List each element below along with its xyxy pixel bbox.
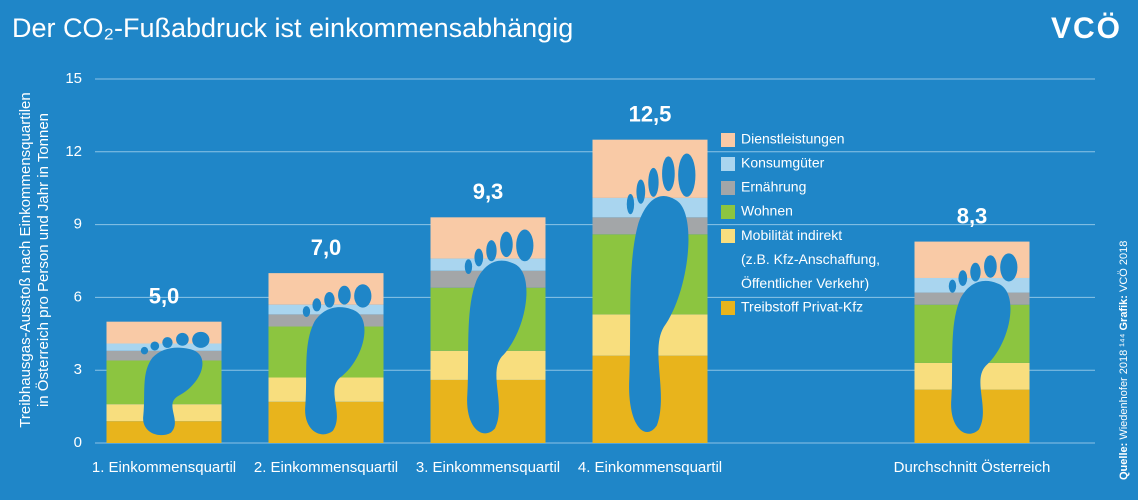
legend-label: Ernährung bbox=[741, 179, 806, 195]
legend-swatch bbox=[721, 229, 735, 243]
y-tick-label: 15 bbox=[65, 70, 82, 87]
footprint-toe bbox=[486, 240, 497, 262]
y-axis-label-line: in Österreich pro Person und Jahr in Ton… bbox=[34, 113, 52, 407]
y-tick-label: 9 bbox=[74, 216, 82, 233]
footprint-toe bbox=[192, 331, 210, 348]
footprint-toe bbox=[354, 284, 372, 308]
footprint bbox=[464, 229, 534, 434]
footprint-toe bbox=[984, 255, 997, 278]
footprint-sole bbox=[467, 260, 527, 434]
footprint-toe bbox=[464, 259, 473, 275]
legend-swatch bbox=[721, 133, 735, 147]
footprint-toe bbox=[176, 332, 189, 346]
footprint-toe bbox=[648, 167, 659, 197]
footprint-toe bbox=[516, 229, 534, 262]
y-tick-label: 12 bbox=[65, 143, 82, 160]
x-tick-label: Durchschnitt Österreich bbox=[894, 458, 1051, 476]
footprint bbox=[626, 153, 696, 433]
source-text: Wiedenhofer 2018 ¹⁴⁴ bbox=[1118, 331, 1130, 443]
source-label: Quelle: bbox=[1118, 443, 1130, 480]
y-tick-label: 3 bbox=[74, 361, 82, 378]
footprint-toe bbox=[1000, 253, 1018, 282]
footprint-sole bbox=[629, 195, 689, 433]
legend-label: Mobilität indirekt (z.B. Kfz-Anschaffung,… bbox=[741, 227, 880, 291]
footprint bbox=[140, 331, 210, 436]
y-tick-label: 0 bbox=[74, 434, 82, 451]
footprint-toe bbox=[970, 262, 981, 282]
footprint bbox=[302, 284, 372, 435]
footprint-toe bbox=[162, 337, 173, 348]
footprint-toe bbox=[338, 285, 351, 305]
footprint-toe bbox=[662, 156, 675, 192]
legend-label: Wohnen bbox=[741, 203, 793, 219]
footprint-toe bbox=[678, 153, 696, 197]
footprint-sole bbox=[951, 280, 1011, 434]
x-tick-label: 4. Einkommensquartil bbox=[578, 459, 722, 476]
footprint-toe bbox=[474, 248, 484, 267]
y-axis-label-line: Treibhausgas-Ausstoß nach Einkommensquar… bbox=[17, 92, 34, 427]
total-label: 8,3 bbox=[957, 203, 988, 228]
total-label: 9,3 bbox=[473, 179, 504, 204]
footprint-toe bbox=[958, 270, 968, 286]
y-axis-label: Treibhausgas-Ausstoß nach Einkommensquar… bbox=[17, 92, 52, 427]
x-tick-label: 1. Einkommensquartil bbox=[92, 459, 236, 476]
footprint-toe bbox=[636, 179, 646, 204]
footprint-sole bbox=[143, 347, 203, 436]
total-label: 12,5 bbox=[629, 101, 672, 126]
bar-segment bbox=[268, 304, 384, 315]
legend-swatch bbox=[721, 181, 735, 195]
footprint-toe bbox=[324, 292, 335, 308]
chart-title: Der CO₂-Fußabdruck ist einkommensabhängi… bbox=[12, 13, 573, 43]
legend-label: Treibstoff Privat-Kfz bbox=[741, 299, 863, 315]
footprint-sole bbox=[305, 307, 365, 435]
legend-swatch bbox=[721, 205, 735, 219]
footprint-toe bbox=[626, 193, 635, 215]
footprint-toe bbox=[302, 306, 311, 317]
footprint-toe bbox=[312, 298, 322, 312]
bar-segment bbox=[106, 343, 222, 351]
logo: VCÖ bbox=[1051, 12, 1122, 45]
y-tick-label: 6 bbox=[74, 288, 82, 305]
total-label: 7,0 bbox=[311, 235, 342, 260]
legend-swatch bbox=[721, 157, 735, 171]
label-line: Öffentlicher Verkehr) bbox=[741, 274, 869, 291]
label-line: (z.B. Kfz-Anschaffung, bbox=[741, 251, 880, 267]
footprint bbox=[948, 253, 1018, 434]
legend-swatch bbox=[721, 301, 735, 315]
total-label: 5,0 bbox=[149, 283, 180, 308]
footprint-toe bbox=[150, 341, 160, 351]
footprint-toe bbox=[948, 279, 957, 293]
credit-text: VCÖ 2018 bbox=[1118, 241, 1130, 295]
x-tick-label: 3. Einkommensquartil bbox=[416, 459, 560, 476]
credit-label: Grafik: bbox=[1118, 295, 1130, 330]
footprint-toe bbox=[500, 231, 513, 258]
legend-label: Dienstleistungen bbox=[741, 131, 845, 147]
legend-label: Konsumgüter bbox=[741, 155, 825, 171]
label-line: Mobilität indirekt bbox=[741, 227, 842, 243]
x-tick-label: 2. Einkommensquartil bbox=[254, 459, 398, 476]
source: Quelle: Wiedenhofer 2018 ¹⁴⁴ Grafik: VCÖ… bbox=[1118, 241, 1130, 480]
footprint-toe bbox=[140, 346, 149, 355]
